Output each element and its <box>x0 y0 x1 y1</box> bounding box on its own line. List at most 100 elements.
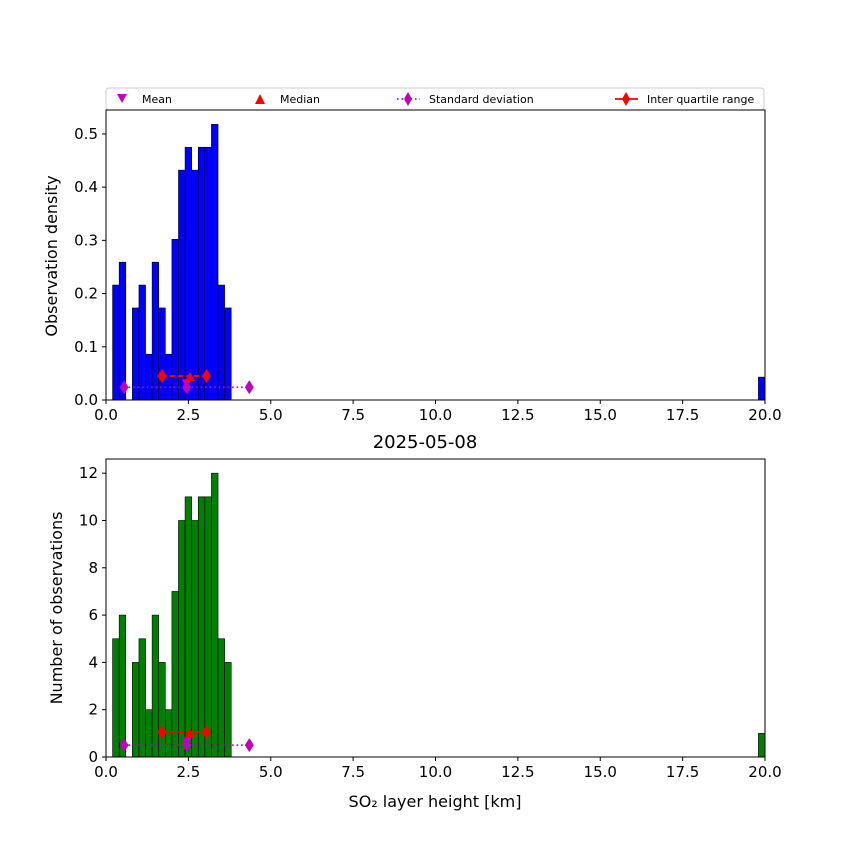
bar-count-6 <box>158 662 166 758</box>
x-tick-label: 2.5 <box>176 406 200 424</box>
x-tick-label: 0.0 <box>94 763 118 781</box>
bar-count-17 <box>758 733 766 758</box>
y-tick-label: 8 <box>88 559 98 577</box>
bar-density-14 <box>211 124 219 401</box>
y-tick-label: 0.5 <box>74 125 98 143</box>
bar-density-4 <box>145 353 153 401</box>
panel-density: 2025-05-08 Observation density 0.0 2.5 5.0… <box>42 109 782 453</box>
axes-frame-count <box>105 458 766 758</box>
y-tick-label: 0.4 <box>74 178 98 196</box>
panel-title: 2025-05-08 <box>373 432 478 453</box>
x-tick-label: 20.0 <box>748 406 781 424</box>
bar-density-7 <box>165 353 173 401</box>
y-tick-label: 0.3 <box>74 231 98 249</box>
bar-count-2 <box>132 662 140 758</box>
std-low-marker-density <box>119 380 129 395</box>
y-ticks-count: 0 2 4 6 8 10 12 <box>79 464 106 766</box>
bar-count-3 <box>138 638 146 758</box>
x-tick-label: 17.5 <box>666 763 699 781</box>
bar-density-15 <box>217 284 225 401</box>
y-axis-label: Number of observations <box>47 512 66 705</box>
bar-count-15 <box>217 638 225 758</box>
y-axis-label: Observation density <box>42 175 61 336</box>
std-high-marker-density <box>244 380 254 395</box>
x-ticks-count: 0.0 2.5 5.0 7.5 10.0 12.5 15.0 17.5 20.0 <box>94 757 782 781</box>
median-marker-density <box>185 372 196 382</box>
y-tick-label: 0.1 <box>74 338 98 356</box>
x-tick-label: 15.0 <box>584 763 617 781</box>
legend-mean-marker <box>117 94 127 103</box>
stats-count <box>119 725 254 753</box>
legend-median-marker <box>255 94 265 104</box>
bar-density-13 <box>204 146 212 401</box>
y-tick-label: 10 <box>79 511 98 529</box>
std-high-marker-count <box>244 738 254 753</box>
bar-count-14 <box>211 472 219 758</box>
bar-density-2 <box>132 307 140 401</box>
legend-std-marker <box>404 92 412 106</box>
x-tick-label: 12.5 <box>501 406 534 424</box>
mean-marker-count <box>181 737 192 747</box>
bar-density-10 <box>184 146 192 401</box>
bar-density-0 <box>112 284 120 401</box>
bar-density-11 <box>191 169 199 401</box>
x-tick-label: 5.0 <box>259 763 283 781</box>
bar-density-17 <box>758 376 766 401</box>
y-tick-label: 0 <box>88 748 98 766</box>
bar-count-10 <box>184 496 192 758</box>
y-tick-label: 6 <box>88 606 98 624</box>
legend-iqr-marker <box>622 92 630 106</box>
median-marker-count <box>185 728 196 738</box>
x-tick-label: 20.0 <box>748 763 781 781</box>
y-tick-label: 0.2 <box>74 285 98 303</box>
bar-count-4 <box>145 709 153 758</box>
bar-count-11 <box>191 520 199 758</box>
x-tick-label: 17.5 <box>666 406 699 424</box>
x-tick-label: 10.0 <box>419 406 452 424</box>
stats-density <box>119 369 254 395</box>
legend-mean-label: Mean <box>142 93 172 106</box>
x-tick-label: 0.0 <box>94 406 118 424</box>
x-tick-label: 7.5 <box>341 763 365 781</box>
y-tick-label: 12 <box>79 464 98 482</box>
bar-count-16 <box>224 662 232 758</box>
y-tick-label: 2 <box>88 701 98 719</box>
bar-density-12 <box>197 146 206 401</box>
axes-frame-density <box>105 109 766 401</box>
bar-count-13 <box>204 496 212 758</box>
x-axis-label: SO₂ layer height [km] <box>349 792 522 811</box>
bar-density-3 <box>138 284 146 401</box>
bar-count-1 <box>118 614 127 758</box>
mean-marker-density <box>181 379 192 389</box>
legend: Mean Median Standard deviation Inter qua… <box>105 87 765 111</box>
iqr-q1-marker-count <box>157 725 167 740</box>
bar-density-16 <box>224 307 232 401</box>
x-tick-label: 10.0 <box>419 763 452 781</box>
legend-median-label: Median <box>280 93 320 106</box>
iqr-q3-marker-count <box>201 725 211 740</box>
legend-std-label: Standard deviation <box>429 93 534 106</box>
x-tick-label: 2.5 <box>176 763 200 781</box>
y-tick-label: 4 <box>88 653 98 671</box>
iqr-q3-marker-density <box>201 369 211 384</box>
x-ticks-density: 0.0 2.5 5.0 7.5 10.0 12.5 15.0 17.5 20.0 <box>94 400 782 424</box>
bar-count-5 <box>151 614 160 758</box>
x-tick-label: 12.5 <box>501 763 534 781</box>
y-tick-label: 0.0 <box>74 391 98 409</box>
x-tick-label: 5.0 <box>259 406 283 424</box>
x-tick-label: 15.0 <box>584 406 617 424</box>
bar-density-5 <box>151 261 160 401</box>
x-tick-label: 7.5 <box>341 406 365 424</box>
bar-density-6 <box>158 307 166 401</box>
std-low-marker-count <box>119 738 129 753</box>
iqr-q1-marker-density <box>157 369 167 384</box>
bar-count-12 <box>197 496 206 758</box>
legend-iqr-label: Inter quartile range <box>647 93 754 106</box>
panel-count: Number of observations SO₂ layer height … <box>47 458 782 811</box>
bar-density-1 <box>118 261 127 401</box>
y-ticks-density: 0.0 0.1 0.2 0.3 0.4 0.5 <box>74 125 106 409</box>
bar-density-9 <box>178 169 186 401</box>
bar-count-0 <box>112 638 120 758</box>
